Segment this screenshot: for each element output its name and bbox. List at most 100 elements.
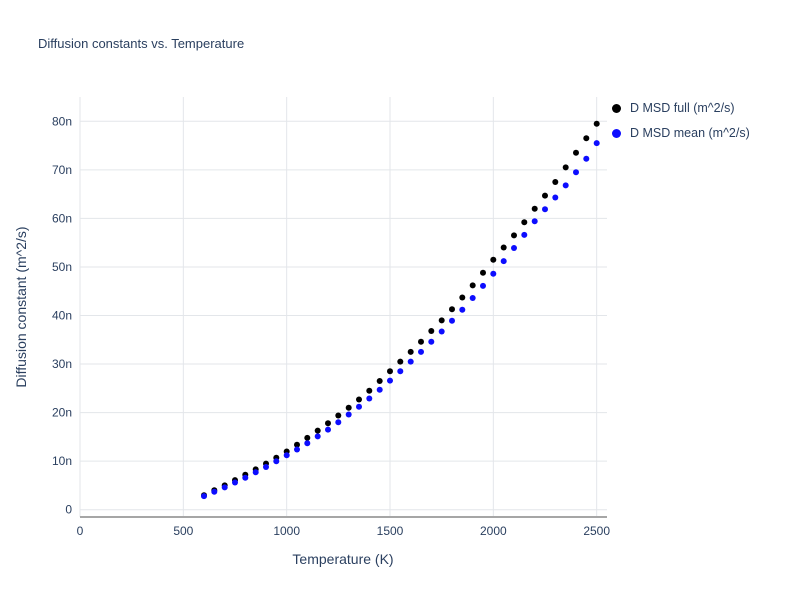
data-point (376, 386, 383, 393)
series-msd-mean (201, 140, 600, 500)
data-point (366, 387, 373, 394)
data-point (583, 135, 590, 142)
data-point (407, 348, 414, 355)
y-tick-labels: 0 10n 20n 30n 40n 50n 60n 70n 80n (52, 114, 72, 516)
data-point (542, 206, 548, 213)
data-point (469, 282, 476, 289)
data-point (397, 368, 404, 375)
data-point (562, 164, 569, 171)
data-point (490, 256, 497, 263)
data-point (438, 328, 445, 335)
legend-marker-mean-icon (612, 128, 621, 138)
data-point (521, 219, 528, 226)
data-point (459, 306, 466, 313)
data-point (335, 419, 342, 426)
data-point (573, 169, 579, 176)
data-point (263, 464, 269, 470)
data-point (252, 469, 259, 476)
data-point (314, 433, 321, 440)
legend-label-mean: D MSD mean (m^2/s) (630, 126, 750, 140)
data-point (511, 232, 517, 239)
data-point (490, 270, 497, 277)
legend-marker-full-icon (612, 103, 621, 113)
data-point (562, 182, 569, 189)
data-point (345, 404, 352, 411)
data-point (356, 396, 362, 403)
y-tick-label: 40n (52, 308, 72, 322)
y-tick-label: 30n (52, 357, 72, 371)
y-tick-label: 50n (52, 260, 72, 274)
data-point (242, 474, 249, 481)
legend: D MSD full (m^2/s) D MSD mean (m^2/s) (612, 101, 750, 140)
data-point (335, 412, 342, 419)
data-point (418, 338, 424, 345)
data-point (304, 434, 311, 441)
data-point (511, 245, 517, 251)
data-point (552, 179, 559, 185)
data-point (552, 194, 559, 201)
data-point (593, 140, 600, 147)
data-point (593, 120, 600, 127)
x-tick-label: 2500 (583, 524, 610, 538)
data-point (469, 295, 476, 301)
x-tick-label: 1500 (377, 524, 404, 538)
data-point (201, 493, 207, 500)
data-point (418, 348, 424, 355)
data-point (542, 192, 548, 199)
data-point (459, 294, 466, 301)
x-tick-label: 0 (77, 524, 84, 538)
data-point (449, 317, 455, 324)
data-point (531, 205, 538, 212)
y-tick-label: 0 (65, 503, 72, 517)
chart-title: Diffusion constants vs. Temperature (38, 36, 245, 51)
data-point (480, 269, 486, 276)
data-point (428, 338, 435, 345)
series-msd-full (201, 120, 600, 499)
data-point (211, 488, 218, 495)
data-point (397, 358, 404, 365)
data-point (428, 328, 435, 334)
data-point (583, 155, 590, 162)
data-point (387, 377, 393, 384)
x-tick-label: 500 (173, 524, 193, 538)
legend-label-full: D MSD full (m^2/s) (630, 101, 735, 115)
data-point (232, 479, 238, 486)
data-point (273, 458, 280, 465)
data-point (314, 427, 321, 434)
data-point (500, 258, 507, 265)
data-point (531, 218, 538, 225)
legend-item-full[interactable]: D MSD full (m^2/s) (612, 101, 750, 115)
y-tick-label: 20n (52, 406, 72, 420)
data-point (407, 358, 414, 365)
y-tick-label: 80n (52, 114, 72, 128)
x-axis-title: Temperature (K) (292, 551, 394, 567)
data-point (294, 441, 300, 448)
data-point (345, 411, 352, 418)
data-point (356, 403, 362, 410)
data-point (438, 317, 445, 324)
data-point (480, 282, 486, 289)
data-point (294, 446, 300, 453)
y-tick-label: 70n (52, 163, 72, 177)
data-point (449, 306, 455, 313)
x-tick-label: 2000 (480, 524, 507, 538)
data-point (387, 368, 393, 375)
y-tick-label: 60n (52, 211, 72, 225)
gridlines (79, 97, 607, 517)
data-point (304, 440, 311, 447)
y-tick-label: 10n (52, 454, 72, 468)
data-point (221, 484, 228, 491)
data-point (376, 378, 383, 384)
data-point (283, 452, 290, 459)
x-tick-label: 1000 (273, 524, 300, 538)
data-point (325, 420, 331, 427)
data-point (366, 395, 373, 402)
y-axis-title: Diffusion constant (m^2/s) (13, 226, 29, 388)
data-point (521, 231, 528, 238)
x-tick-labels: 0 500 1000 1500 2000 2500 (77, 524, 611, 538)
legend-item-mean[interactable]: D MSD mean (m^2/s) (612, 126, 750, 140)
data-point (325, 426, 331, 433)
data-point (500, 244, 507, 251)
data-point (573, 149, 579, 156)
